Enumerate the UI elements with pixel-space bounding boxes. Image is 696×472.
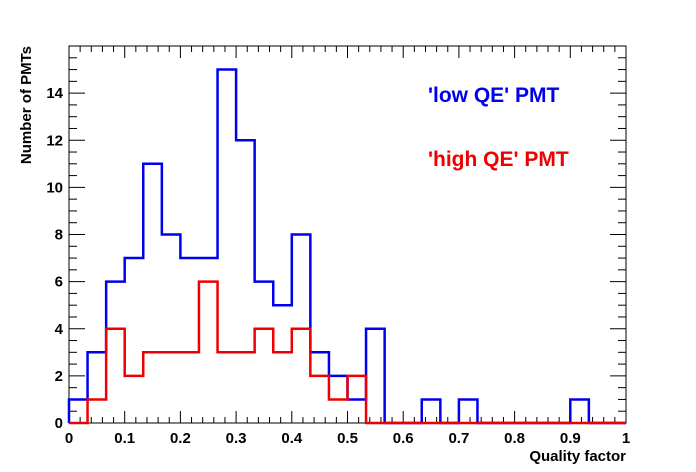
- x-tick-label: 1: [622, 430, 630, 447]
- series-low-qe-histogram: [67, 68, 626, 425]
- x-tick-label: 0.9: [560, 430, 581, 447]
- x-tick-label: 0.2: [170, 430, 191, 447]
- y-axis-title: Number of PMTs: [18, 46, 35, 164]
- x-tick-label: 0.7: [448, 430, 469, 447]
- y-tick-label: 12: [46, 132, 63, 149]
- y-tick-label: 8: [55, 227, 63, 244]
- x-tick-labels: 0 0.1 0.2 0.3 0.4 0.5 0.6 0.7 0.8 0.9 1: [65, 430, 630, 447]
- x-tick-label: 0: [65, 430, 73, 447]
- y-tick-label: 6: [55, 274, 63, 291]
- axis-ticks: [68, 45, 627, 424]
- y-tick-label: 10: [46, 179, 63, 196]
- series-high-qe-histogram: [69, 280, 626, 425]
- x-tick-label: 0.3: [226, 430, 247, 447]
- x-tick-label: 0.4: [281, 430, 303, 447]
- x-axis-title: Quality factor: [529, 448, 626, 465]
- y-tick-label: 4: [55, 321, 64, 338]
- y-tick-label: 0: [55, 415, 63, 432]
- x-tick-label: 0.1: [114, 430, 135, 447]
- legend-label-high-qe: 'high QE' PMT: [428, 148, 569, 171]
- legend-label-low-qe: 'low QE' PMT: [428, 84, 559, 107]
- y-tick-label: 14: [46, 85, 63, 102]
- series-layer: [67, 68, 626, 425]
- y-tick-label: 2: [55, 368, 63, 385]
- x-tick-label: 0.8: [504, 430, 525, 447]
- y-tick-labels: 0 2 4 6 8 10 12 14: [46, 85, 63, 432]
- x-tick-label: 0.5: [337, 430, 358, 447]
- x-tick-label: 0.6: [393, 430, 414, 447]
